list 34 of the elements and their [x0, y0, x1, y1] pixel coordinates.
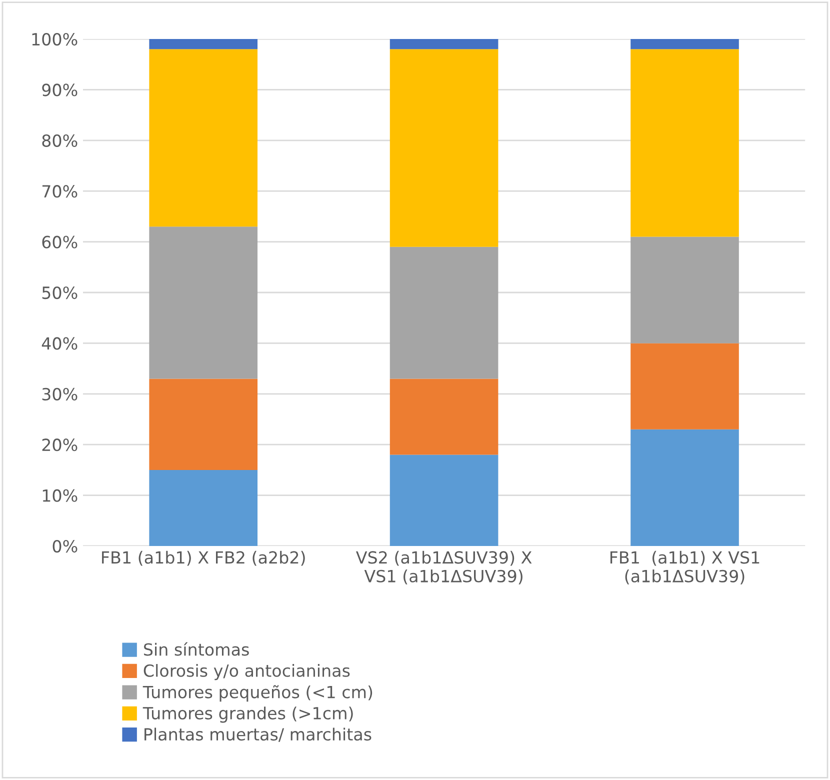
bar — [390, 39, 498, 50]
y-tick-label: 60% — [42, 236, 78, 248]
legend-label: Plantas muertas/ marchitas — [144, 728, 372, 742]
y-tick-label: 90% — [42, 84, 78, 96]
y-tick-label: 100% — [32, 32, 78, 46]
legend-label: Sin síntomas — [144, 642, 249, 656]
bar — [390, 246, 498, 379]
bar — [630, 39, 739, 50]
y-tick-label: 0% — [52, 540, 78, 553]
y-tick-label: 70% — [42, 185, 78, 198]
y-tick-label: 10% — [42, 489, 78, 502]
bar — [149, 49, 258, 227]
bar — [390, 378, 498, 455]
x-tick-label: FB1 (a1b1) X VS1 (a1b1ΔSUV39) — [610, 550, 760, 584]
legend-label: Clorosis y/o antocianinas — [144, 664, 350, 680]
bar — [149, 39, 258, 50]
bar — [630, 429, 739, 546]
y-tick-label: 30% — [42, 388, 78, 400]
bar — [149, 378, 258, 470]
x-tick-label: VS2 (a1b1ΔSUV39) X VS1 (a1b1ΔSUV39) — [356, 550, 532, 584]
bar — [390, 454, 498, 546]
legend-label: Tumores pequeños (<1 cm) — [142, 685, 372, 702]
legend-label: Tumores grandes (>1cm) — [142, 706, 353, 723]
bar — [149, 226, 258, 379]
y-tick-label: 20% — [42, 438, 78, 452]
bar — [149, 470, 258, 546]
y-tick-label: 80% — [42, 134, 78, 147]
bar — [630, 343, 739, 430]
y-tick-label: 50% — [42, 286, 78, 300]
y-tick-label: 40% — [42, 337, 78, 350]
x-tick-label: FB1 (a1b1) X FB2 (a2b2) — [102, 550, 305, 566]
bar — [630, 49, 739, 237]
bar — [630, 236, 739, 344]
bar — [390, 49, 498, 247]
